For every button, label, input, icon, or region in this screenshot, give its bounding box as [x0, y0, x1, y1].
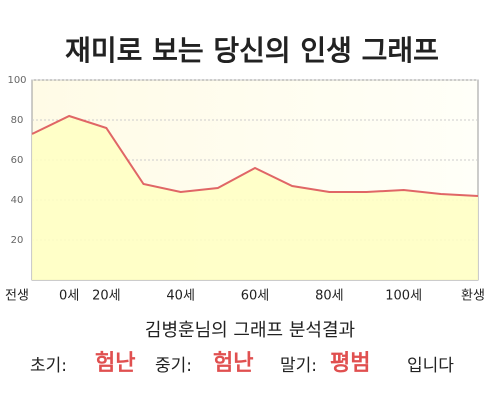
phase-verdict: 험난	[95, 350, 135, 376]
x-tick-label: 80세	[315, 289, 344, 304]
phase-label: 중기:	[155, 356, 192, 376]
chart-title: 재미로 보는 당신의 인생 그래프	[65, 34, 439, 67]
result-ending: 입니다	[407, 356, 454, 376]
x-tick-label: 20세	[92, 289, 121, 304]
x-tick-label: 0세	[59, 289, 79, 304]
y-tick-label: 60	[11, 155, 24, 166]
area	[32, 116, 478, 280]
phase-label: 말기:	[280, 356, 317, 376]
y-tick-label: 40	[11, 195, 24, 206]
y-tick-label: 100	[7, 75, 26, 86]
phase-label: 초기:	[30, 356, 67, 376]
x-tick-label: 40세	[166, 289, 195, 304]
x-tick-label: 전생	[5, 289, 29, 304]
y-tick-label: 80	[11, 115, 24, 126]
result-heading: 김병훈님의 그래프 분석결과	[145, 320, 355, 341]
line	[31, 114, 479, 197]
phase-verdict: 험난	[213, 350, 253, 376]
y-tick-label: 20	[11, 235, 24, 246]
x-tick-label: 60세	[241, 289, 270, 304]
x-tick-label: 환생	[461, 289, 485, 304]
x-tick-label: 100세	[385, 289, 422, 304]
phase-verdict: 평범	[330, 351, 370, 376]
